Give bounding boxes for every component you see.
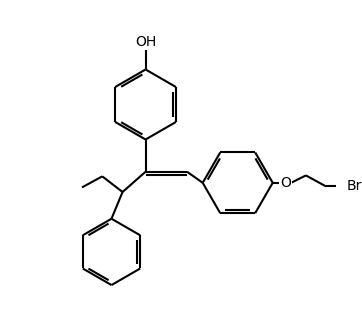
- Text: OH: OH: [135, 35, 156, 49]
- Text: O: O: [280, 176, 291, 190]
- Text: Br: Br: [346, 180, 362, 193]
